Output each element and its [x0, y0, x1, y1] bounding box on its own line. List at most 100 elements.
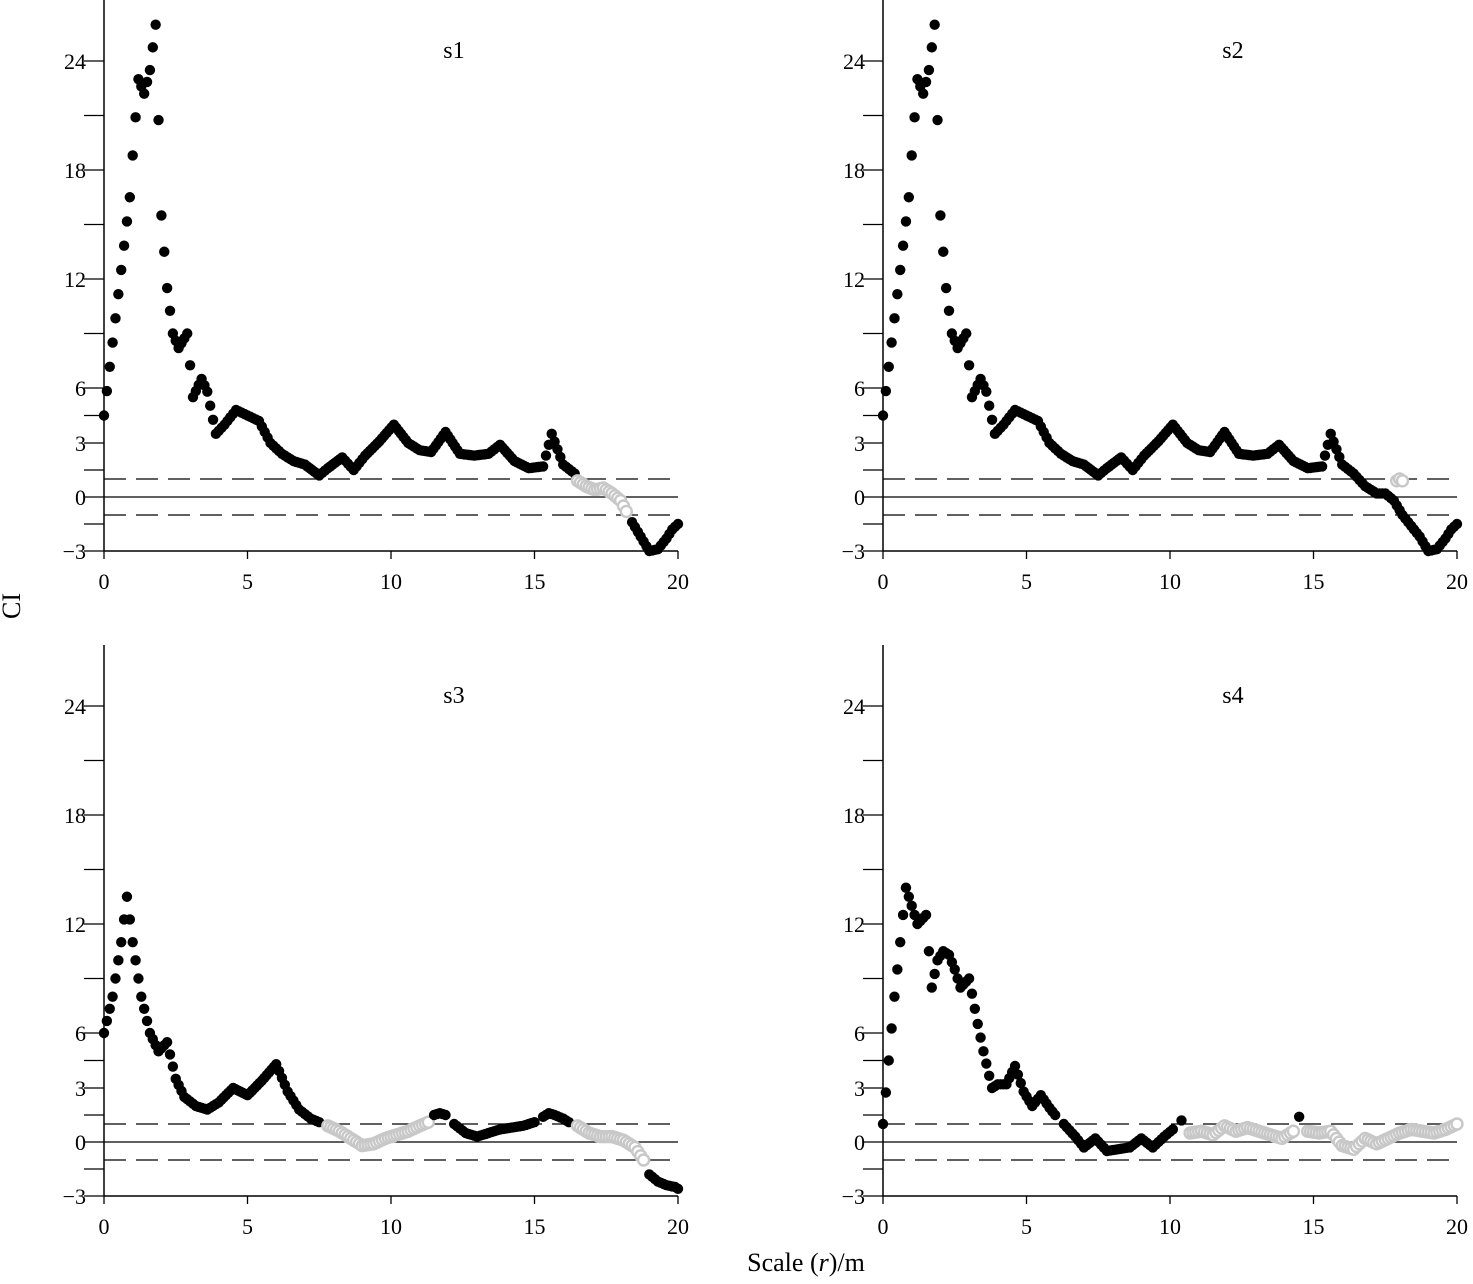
x-tick-label: 20: [1446, 569, 1468, 594]
data-point: [938, 246, 949, 257]
data-point: [895, 264, 906, 276]
panel-s2: −3 0 3 6 12 18 24 0 5 10 15 20 s2: [842, 0, 1468, 594]
x-tick-label: 10: [380, 1214, 402, 1239]
series-significant: [877, 19, 1463, 557]
y-tick-label: 18: [843, 158, 865, 183]
panel-s3: −3 0 3 6 12 18 24 0 5 10 15 20 s3: [63, 645, 689, 1239]
panel-s1: −3 0 3 6 12 18 24 0 5 10 15 20 s1: [63, 0, 689, 594]
data-point: [923, 946, 935, 957]
y-tick-label: 0: [854, 485, 865, 510]
data-point: [113, 288, 124, 300]
y-tick-label: 12: [843, 912, 865, 937]
data-point: [118, 240, 130, 251]
data-point: [110, 313, 121, 324]
x-axis-title-variable: r: [819, 1248, 830, 1277]
data-point-open: [636, 1153, 651, 1167]
series-not-significant: [321, 1115, 436, 1153]
data-point: [906, 900, 917, 912]
panel-label: s1: [443, 38, 464, 64]
y-tick-label: 0: [75, 1130, 86, 1155]
data-point: [121, 216, 133, 227]
x-axis-title: Scale (r)/m: [747, 1248, 865, 1277]
data-point: [983, 1070, 995, 1081]
data-point-open: [1286, 1124, 1301, 1138]
data-point: [900, 882, 912, 893]
data-point: [981, 386, 992, 397]
x-tick-label: 15: [1303, 1214, 1325, 1239]
data-point: [877, 410, 889, 421]
x-tick-label: 0: [99, 569, 110, 594]
data-point: [943, 305, 955, 316]
y-tick-label: 0: [75, 485, 86, 510]
data-point: [932, 114, 943, 126]
data-point: [98, 1027, 110, 1039]
data-point: [926, 42, 937, 53]
data-point: [130, 112, 141, 123]
data-point: [981, 1058, 992, 1069]
y-tick-label: 6: [75, 1021, 86, 1046]
y-tick-label: −3: [63, 539, 86, 564]
data-point: [883, 361, 894, 373]
x-tick-label: 5: [1021, 1214, 1032, 1239]
data-point: [133, 973, 144, 984]
data-point: [969, 1003, 981, 1014]
panels-group: −3 0 3 6 12 18 24 0 5 10 15 20 s1 −3 0 3 6 12 18 24 0 5 10 15 20…: [63, 0, 1468, 1239]
data-point: [1316, 461, 1328, 472]
data-point: [138, 1003, 150, 1014]
x-tick-label: 15: [524, 1214, 546, 1239]
x-tick-label: 20: [667, 569, 689, 594]
data-point: [147, 42, 158, 53]
y-tick-label: 18: [843, 803, 865, 828]
x-tick-label: 15: [1303, 569, 1325, 594]
x-tick-label: 10: [380, 569, 402, 594]
series-significant: [644, 1169, 684, 1195]
data-point: [940, 282, 952, 294]
data-point: [124, 914, 136, 925]
data-point: [897, 909, 909, 921]
data-point: [116, 264, 127, 276]
data-point: [1167, 1124, 1179, 1135]
data-point: [900, 216, 912, 227]
data-point: [156, 210, 167, 221]
y-tick-label: 18: [64, 803, 86, 828]
data-point: [101, 385, 113, 397]
y-tick-label: 0: [854, 1130, 865, 1155]
data-point: [906, 150, 917, 161]
y-tick-label: 24: [64, 49, 86, 74]
data-point: [889, 991, 900, 1002]
data-point: [935, 210, 946, 221]
data-point: [889, 313, 900, 324]
data-point: [124, 192, 136, 203]
data-point: [986, 414, 998, 425]
x-tick-label: 5: [1021, 569, 1032, 594]
y-tick-label: 12: [64, 267, 86, 292]
data-point: [892, 288, 903, 300]
y-tick-label: 3: [75, 1076, 86, 1101]
panel-label: s4: [1222, 683, 1243, 709]
data-point: [920, 76, 932, 88]
y-tick-label: 24: [64, 694, 86, 719]
data-point-open: [421, 1115, 436, 1129]
y-tick-label: −3: [842, 539, 865, 564]
data-point: [926, 982, 937, 993]
data-point: [975, 1032, 986, 1043]
data-point: [110, 973, 121, 984]
data-point: [161, 1036, 173, 1048]
x-tick-label: 15: [524, 569, 546, 594]
data-point: [141, 76, 153, 88]
y-tick-label: 12: [64, 912, 86, 937]
data-point: [136, 991, 147, 1002]
x-axis-title-suffix: )/m: [829, 1248, 865, 1277]
data-point: [883, 1055, 894, 1066]
data-point: [207, 414, 219, 425]
data-point: [963, 973, 975, 984]
series-significant: [428, 1108, 451, 1121]
y-tick-label: 6: [854, 1021, 865, 1046]
data-point-open: [1395, 474, 1410, 488]
x-tick-label: 20: [1446, 1214, 1468, 1239]
series-not-significant: [1183, 1119, 1301, 1146]
data-point: [880, 1087, 892, 1098]
x-axis-title-prefix: Scale (: [747, 1248, 818, 1277]
